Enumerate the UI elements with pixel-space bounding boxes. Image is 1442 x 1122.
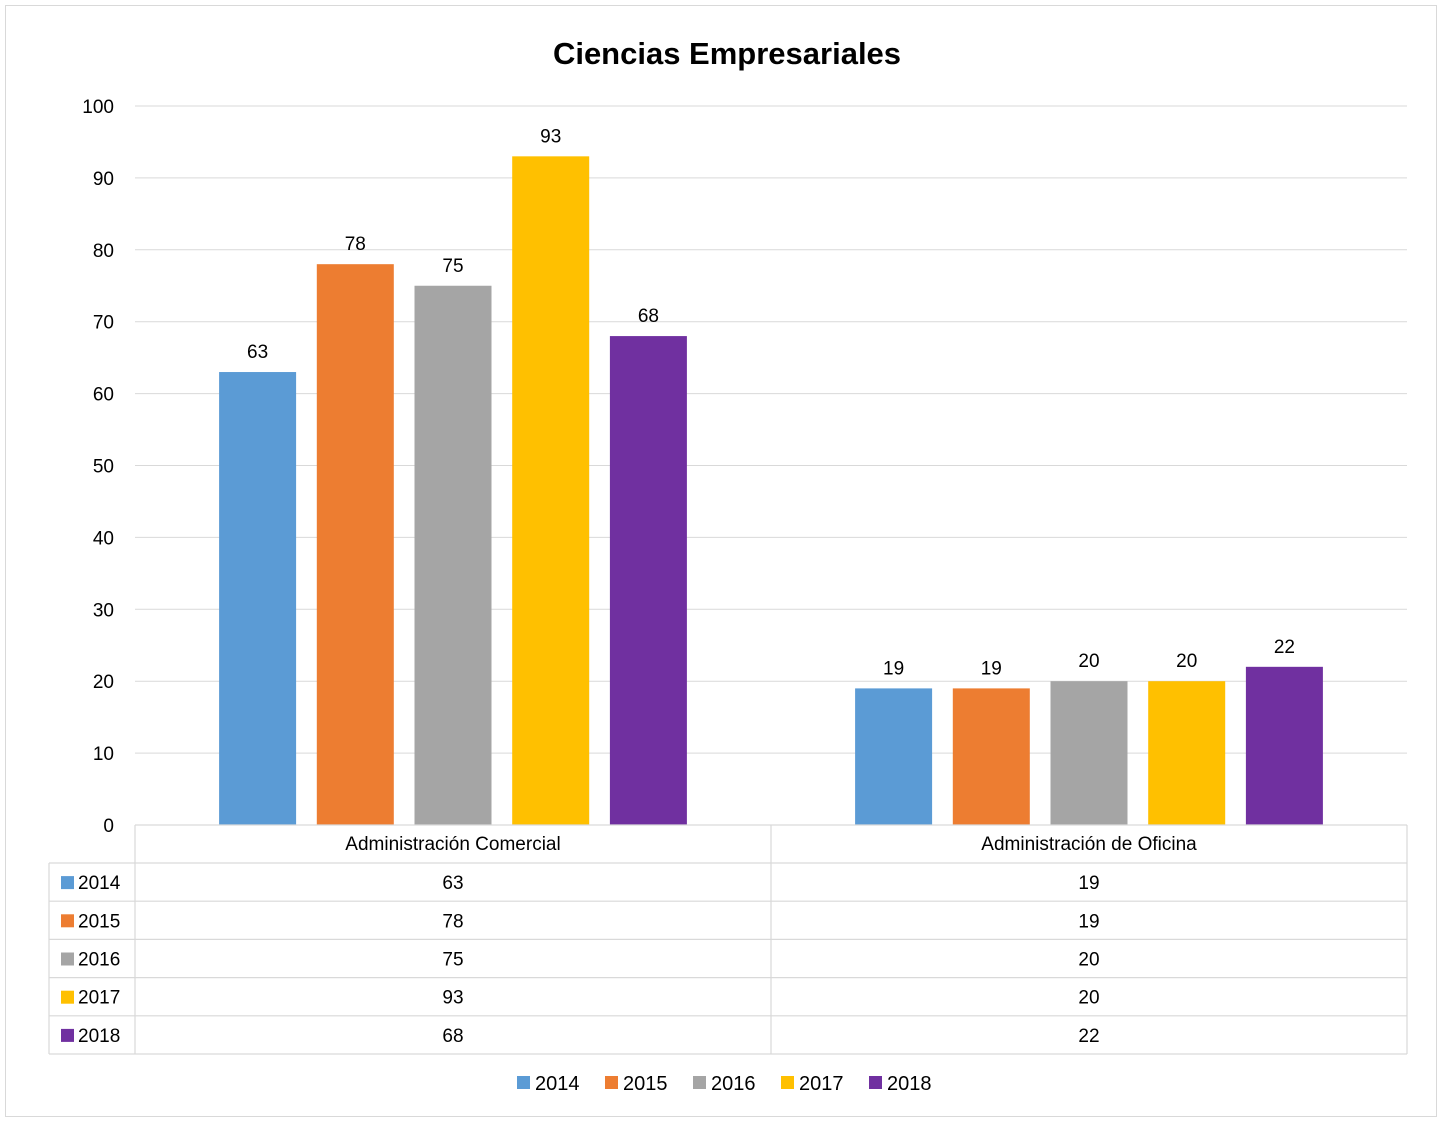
y-tick-label: 80 xyxy=(93,241,114,262)
data-label: 19 xyxy=(883,658,904,679)
y-tick-label: 60 xyxy=(93,385,114,406)
bar-2014 xyxy=(219,372,297,825)
y-tick-label: 20 xyxy=(93,672,114,693)
legend-label: 2014 xyxy=(535,1073,580,1095)
chart-frame: Ciencias Empresariales 0 10 20 30 40 50 60 70 80… xyxy=(5,5,1437,1117)
legend-key xyxy=(693,1076,706,1089)
table-cell: 19 xyxy=(1078,873,1099,894)
data-label: 75 xyxy=(442,256,463,277)
table-cell: 19 xyxy=(1078,911,1099,932)
y-tick-label: 70 xyxy=(93,313,114,334)
table-cell: 75 xyxy=(442,950,463,971)
table-legend-key xyxy=(61,990,74,1004)
bar-2017 xyxy=(1148,681,1226,825)
bar-2014 xyxy=(855,688,933,825)
data-label: 78 xyxy=(345,234,366,255)
data-label: 63 xyxy=(247,342,268,363)
table-cell: 20 xyxy=(1078,988,1099,1009)
y-tick-label: 90 xyxy=(93,169,114,190)
legend-key xyxy=(781,1076,794,1089)
table-cell: 20 xyxy=(1078,950,1099,971)
y-tick-label: 30 xyxy=(93,600,114,621)
table-legend-key xyxy=(61,876,74,890)
y-tick-label: 0 xyxy=(103,816,114,837)
bar-2015 xyxy=(952,688,1030,825)
data-label: 20 xyxy=(1078,651,1099,672)
table-series-label: 2014 xyxy=(78,873,121,894)
bar-2018 xyxy=(1245,666,1323,825)
y-tick-label: 100 xyxy=(82,97,114,118)
table-cell: 78 xyxy=(442,911,463,932)
table-cell: 63 xyxy=(442,873,463,894)
data-label: 20 xyxy=(1176,651,1197,672)
category-label: Administración Comercial xyxy=(345,834,560,855)
bar-2017 xyxy=(512,156,590,825)
table-cell: 68 xyxy=(442,1026,463,1047)
chart-title: Ciencias Empresariales xyxy=(553,36,901,71)
legend-key xyxy=(517,1076,530,1089)
table-series-label: 2018 xyxy=(78,1026,120,1047)
table-series-label: 2017 xyxy=(78,988,120,1009)
data-table: Administración Comercial Administración d… xyxy=(48,824,1408,1055)
chart: Ciencias Empresariales 0 10 20 30 40 50 60 70 80… xyxy=(48,36,1408,1095)
table-cell: 93 xyxy=(442,988,463,1009)
table-legend-key xyxy=(61,1028,74,1042)
legend-label: 2017 xyxy=(799,1073,844,1095)
table-series-label: 2015 xyxy=(78,911,120,932)
bar-2018 xyxy=(609,336,687,825)
bars xyxy=(219,156,1323,825)
y-tick-label: 40 xyxy=(93,528,114,549)
legend-label: 2015 xyxy=(623,1073,668,1095)
table-series-label: 2016 xyxy=(78,950,120,971)
data-label: 68 xyxy=(638,306,659,327)
data-label: 22 xyxy=(1274,637,1295,658)
legend-key xyxy=(605,1076,618,1089)
table-legend-key xyxy=(61,952,74,966)
legend: 2014 2015 2016 2017 2018 xyxy=(517,1073,932,1095)
y-axis-ticks: 0 10 20 30 40 50 60 70 80 90 100 xyxy=(82,97,114,837)
bar-2015 xyxy=(316,264,394,825)
bar-2016 xyxy=(414,285,492,825)
category-label: Administración de Oficina xyxy=(981,834,1197,855)
bar-2016 xyxy=(1050,681,1128,825)
data-labels: 63 78 75 93 68 19 19 20 20 22 xyxy=(247,126,1295,679)
legend-label: 2018 xyxy=(887,1073,932,1095)
legend-label: 2016 xyxy=(711,1073,756,1095)
table-legend-key xyxy=(61,914,74,928)
legend-key xyxy=(869,1076,882,1089)
table-cell: 22 xyxy=(1078,1026,1099,1047)
data-label: 19 xyxy=(981,658,1002,679)
data-label: 93 xyxy=(540,126,561,147)
y-tick-label: 10 xyxy=(93,744,114,765)
y-tick-label: 50 xyxy=(93,457,114,478)
